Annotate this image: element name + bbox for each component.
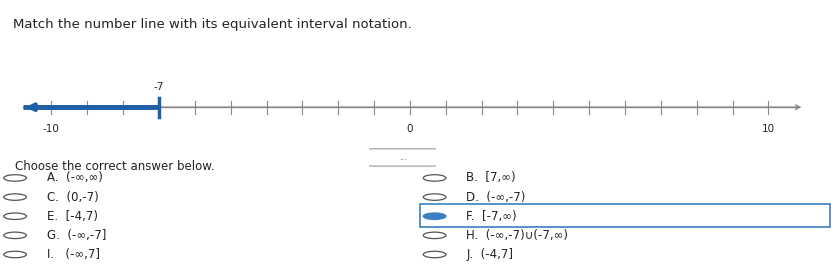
Text: I.   (-∞,7]: I. (-∞,7] xyxy=(47,248,100,261)
FancyBboxPatch shape xyxy=(367,149,438,166)
Text: B.  [7,∞): B. [7,∞) xyxy=(466,172,516,184)
Ellipse shape xyxy=(423,213,446,219)
Text: Choose the correct answer below.: Choose the correct answer below. xyxy=(15,160,215,173)
Text: H.  (-∞,-7)∪(-7,∞): H. (-∞,-7)∪(-7,∞) xyxy=(466,229,569,242)
Text: 10: 10 xyxy=(762,124,775,134)
Text: F.  [-7,∞): F. [-7,∞) xyxy=(466,210,517,223)
FancyBboxPatch shape xyxy=(420,204,830,228)
Text: -10: -10 xyxy=(43,124,60,134)
Text: 0: 0 xyxy=(407,124,413,134)
Text: D.  (-∞,-7): D. (-∞,-7) xyxy=(466,191,526,204)
Text: ...: ... xyxy=(399,153,407,162)
Text: A.  (-∞,∞): A. (-∞,∞) xyxy=(47,172,103,184)
Text: E.  [-4,7): E. [-4,7) xyxy=(47,210,98,223)
Text: C.  (0,-7): C. (0,-7) xyxy=(47,191,99,204)
Text: -7: -7 xyxy=(154,82,164,92)
Text: G.  (-∞,-7]: G. (-∞,-7] xyxy=(47,229,107,242)
Text: J.  (-4,7]: J. (-4,7] xyxy=(466,248,513,261)
Text: Match the number line with its equivalent interval notation.: Match the number line with its equivalen… xyxy=(13,18,411,31)
